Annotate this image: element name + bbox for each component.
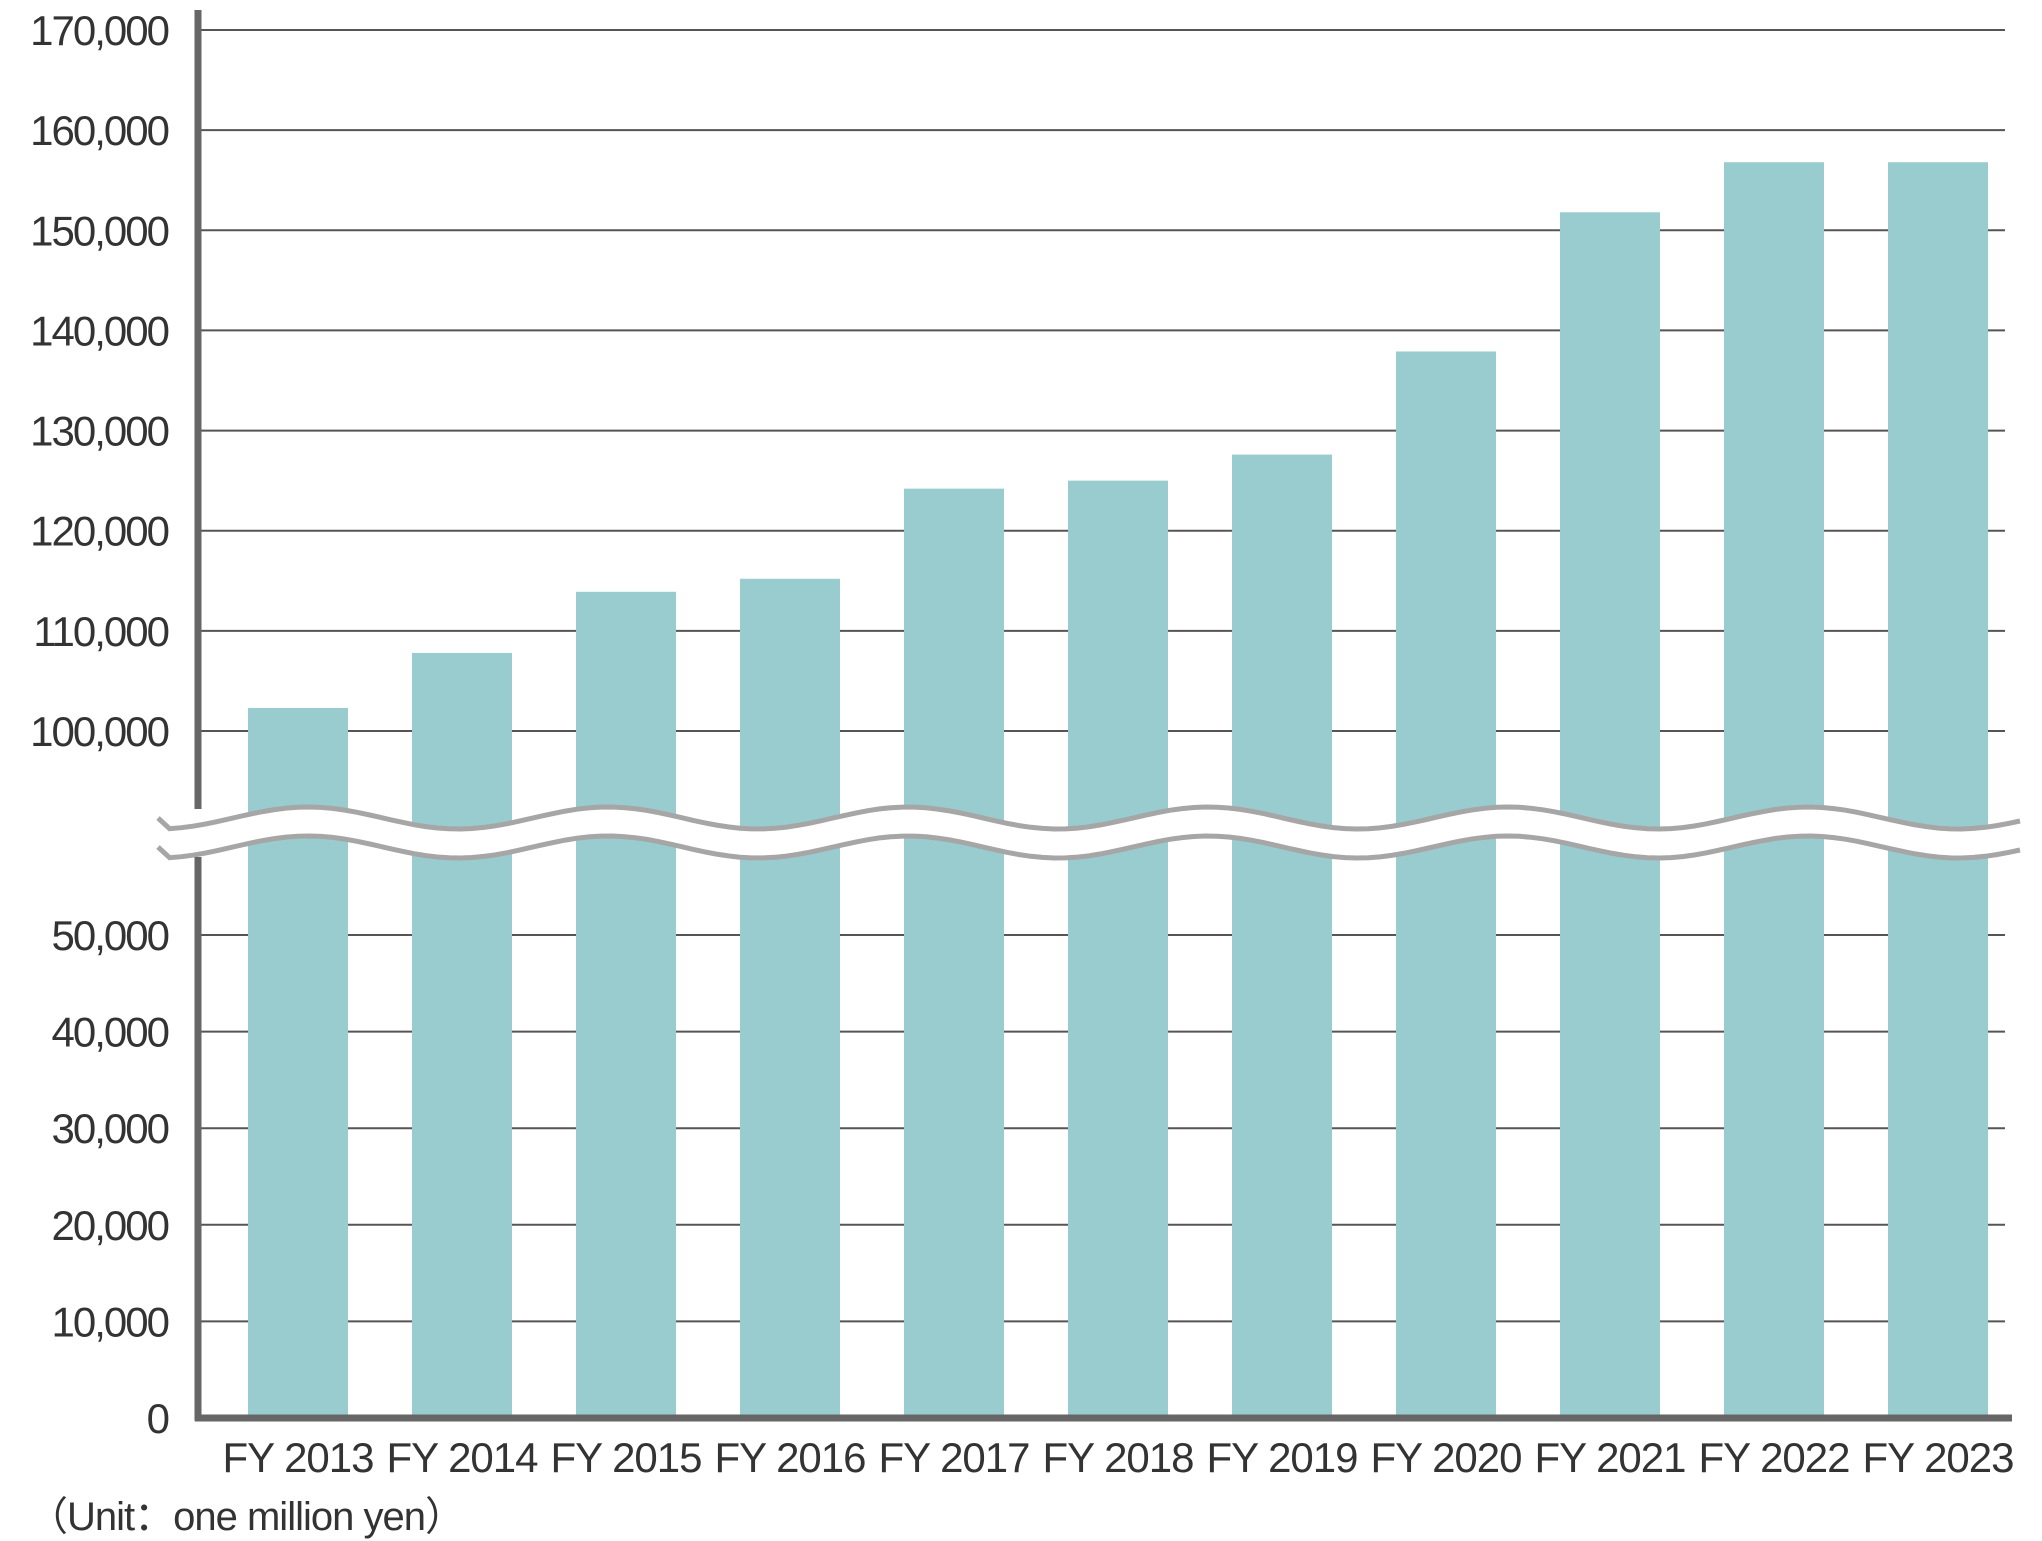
y-tick-label: 0	[147, 1395, 169, 1442]
y-tick-label: 30,000	[52, 1105, 169, 1152]
axes	[194, 10, 2012, 1422]
bar	[740, 578, 840, 1418]
axis-break-band	[158, 807, 2020, 858]
x-tick-label: FY 2015	[550, 1434, 701, 1481]
y-tick-label: 100,000	[30, 708, 168, 755]
x-tick-label: FY 2019	[1206, 1434, 1357, 1481]
bar	[412, 652, 512, 1418]
x-tick-label: FY 2014	[386, 1434, 538, 1481]
y-tick-label: 10,000	[52, 1298, 169, 1345]
y-tick-label: 120,000	[30, 508, 168, 555]
x-category-labels: FY 2013 FY 2014 FY 2015 FY 2016 FY 2017 FY 20…	[222, 1434, 2014, 1481]
y-tick-label: 170,000	[30, 7, 168, 54]
x-tick-label: FY 2017	[878, 1434, 1029, 1481]
bar	[1724, 162, 1824, 1418]
bar	[1232, 454, 1332, 1418]
x-tick-label: FY 2016	[714, 1434, 865, 1481]
x-tick-label: FY 2020	[1370, 1434, 1521, 1481]
unit-note: （Unit：one million yen）	[28, 1495, 464, 1539]
x-tick-label: FY 2013	[222, 1434, 373, 1481]
bar	[1068, 480, 1168, 1419]
x-tick-label: FY 2023	[1862, 1434, 2013, 1481]
y-tick-label: 40,000	[52, 1009, 169, 1056]
bar	[904, 488, 1004, 1418]
y-tick-label: 150,000	[30, 207, 168, 254]
axis-break	[156, 804, 2021, 861]
x-tick-label: FY 2018	[1042, 1434, 1193, 1481]
y-tick-label: 50,000	[52, 912, 169, 959]
x-tick-label: FY 2022	[1698, 1434, 1849, 1481]
y-tick-label: 130,000	[30, 408, 168, 455]
axis-break-line	[156, 804, 2021, 832]
bar	[576, 591, 676, 1418]
axis-break-line	[156, 833, 2021, 861]
y-tick-label: 160,000	[30, 107, 168, 154]
x-tick-label: FY 2021	[1534, 1434, 1685, 1481]
bar	[1396, 351, 1496, 1419]
y-tick-label: 110,000	[33, 608, 168, 655]
bars	[248, 162, 1988, 1419]
y-tick-label: 140,000	[30, 307, 168, 354]
bar	[1888, 162, 1988, 1418]
y-tick-labels: 0 10,000 20,000 30,000 40,000 50,000 100,000 11…	[30, 7, 170, 1442]
y-tick-label: 20,000	[52, 1202, 169, 1249]
